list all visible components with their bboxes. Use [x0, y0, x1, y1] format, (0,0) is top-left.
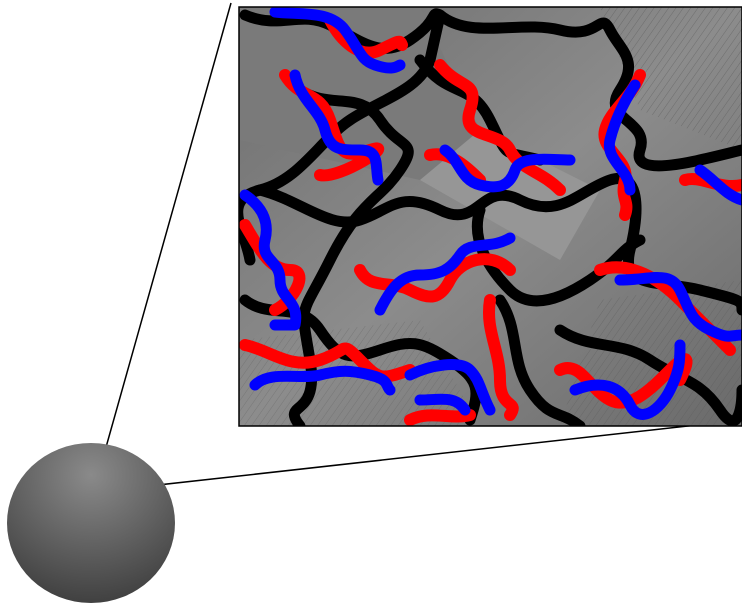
chain: [404, 359, 496, 416]
chain: [694, 164, 742, 206]
chain: [494, 294, 586, 426]
chain: [269, 7, 406, 74]
chain: [249, 365, 396, 396]
chain: [324, 14, 408, 59]
chain: [569, 339, 686, 420]
chain: [483, 294, 519, 421]
magnified-view: [239, 7, 742, 426]
chain: [289, 69, 384, 186]
zoom-line: [100, 2, 232, 466]
chain: [434, 59, 566, 196]
chain: [439, 144, 576, 193]
chain: [354, 253, 516, 303]
chain: [554, 353, 693, 409]
zoom-line: [112, 419, 742, 491]
chain: [404, 409, 476, 426]
chain: [603, 79, 641, 196]
chain: [434, 9, 742, 172]
particle-sphere: [7, 443, 175, 603]
chain: [614, 272, 742, 342]
facet: [600, 7, 742, 150]
chain: [414, 393, 471, 416]
facet: [239, 7, 480, 180]
chain: [471, 204, 646, 307]
magnified-frame: [238, 6, 742, 427]
chain: [374, 232, 516, 316]
blue-chains: [239, 7, 742, 420]
chain: [239, 189, 302, 331]
